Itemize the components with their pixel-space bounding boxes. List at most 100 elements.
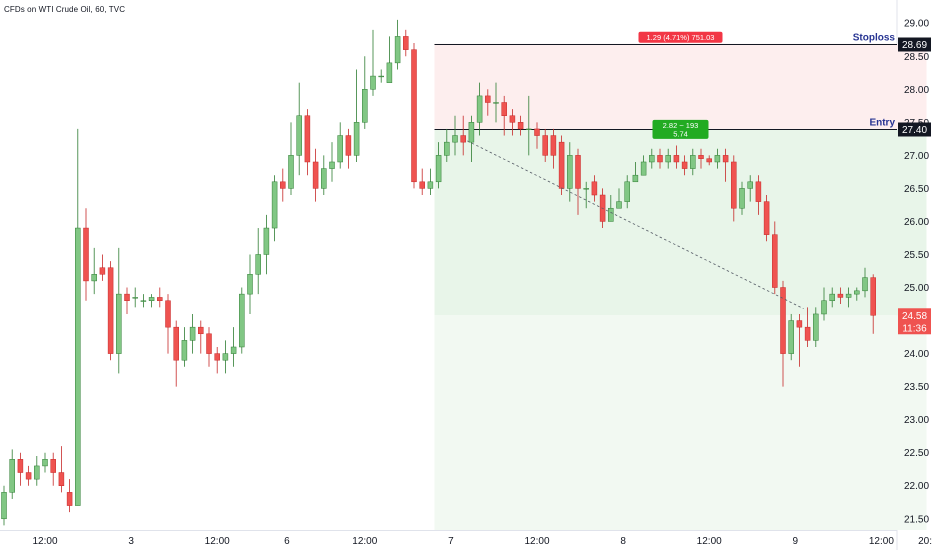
x-tick-label: 7 [448, 536, 454, 547]
candle-body [239, 293, 245, 348]
candle [575, 148, 581, 215]
candle [632, 161, 639, 183]
candle [17, 452, 24, 486]
candle-body [698, 155, 704, 159]
candle-body [1, 492, 7, 520]
candle [362, 56, 368, 129]
candle [427, 168, 434, 196]
candle [731, 155, 737, 222]
candle-body [411, 49, 417, 183]
bar-countdown-label: 11:36 [902, 323, 927, 334]
candle [772, 221, 778, 295]
candle-body [485, 95, 491, 103]
candle [501, 95, 507, 136]
x-tick-label: 6 [284, 536, 290, 547]
candle [173, 320, 179, 387]
candle-body [796, 320, 803, 328]
candle-body [214, 353, 220, 361]
candles-group [1, 19, 876, 526]
candle-body [353, 122, 360, 156]
candle-body [632, 174, 639, 183]
candle [763, 195, 770, 242]
x-tick-label: 8 [620, 536, 626, 547]
x-tick-label: 3 [128, 536, 134, 547]
candle-body [714, 155, 721, 163]
candle [698, 148, 704, 169]
candle-body [476, 95, 483, 123]
candle [755, 175, 762, 215]
candle [83, 208, 89, 301]
candle-body [427, 181, 434, 189]
candle [214, 346, 220, 374]
candle [411, 43, 417, 189]
price-tag-entry: 27.40 [902, 125, 927, 136]
candle [534, 122, 540, 149]
candle [542, 128, 548, 162]
candle-body [288, 155, 294, 189]
candle [419, 168, 425, 196]
candle [706, 155, 712, 166]
candle-body [362, 89, 368, 123]
candle-body [370, 75, 376, 90]
candle-body [772, 234, 778, 288]
candle [124, 287, 130, 314]
candle-body [460, 135, 466, 143]
candle [657, 148, 663, 169]
candle-body [624, 181, 630, 202]
candle [796, 313, 803, 367]
candle [91, 247, 97, 295]
candle-body [198, 326, 204, 335]
x-tick-label: 12:00 [352, 536, 377, 547]
candle-body [731, 161, 737, 209]
candle [640, 155, 647, 176]
candle [230, 327, 237, 367]
y-tick-label: 25.00 [904, 283, 929, 294]
candle [485, 89, 491, 116]
candle-body [468, 122, 475, 143]
stop-loss-zone [434, 43, 927, 129]
candle-body [575, 155, 581, 189]
hline-label-entry: Entry [869, 118, 895, 129]
candle [75, 128, 81, 506]
candle-body [394, 36, 401, 64]
candle [558, 135, 565, 196]
candle-body [157, 297, 163, 301]
candle [665, 148, 671, 169]
candle [476, 82, 483, 136]
target-label-line1: 2.82 ~ 193 [663, 121, 699, 130]
candle [788, 313, 794, 361]
candle [468, 115, 475, 162]
stop-label-bg [638, 31, 723, 43]
candle-body [649, 155, 655, 163]
candle [624, 175, 630, 209]
x-tick-label: 20:00 [918, 536, 932, 547]
candle [780, 280, 786, 387]
candle-body [788, 320, 794, 354]
y-tick-label: 28.00 [904, 85, 929, 96]
candle-body [837, 293, 844, 298]
candle [255, 228, 261, 295]
candle-body [739, 188, 745, 209]
candle [370, 29, 376, 96]
candle-body [99, 267, 106, 275]
y-tick-label: 22.50 [904, 448, 929, 459]
candle [862, 267, 868, 298]
candle [452, 115, 458, 156]
candle-body [296, 115, 302, 156]
candle-body [542, 135, 548, 156]
y-tick-label: 25.50 [904, 250, 929, 261]
x-tick-label: 12:00 [32, 536, 57, 547]
candle [66, 479, 73, 513]
candle [321, 155, 327, 196]
candle-body [526, 128, 532, 130]
candle [444, 128, 450, 162]
candle-body [452, 135, 458, 143]
candle-body [189, 326, 196, 341]
candle [804, 307, 811, 347]
candle-body [181, 340, 188, 361]
candle-body [345, 135, 352, 156]
candle-body [690, 155, 696, 169]
y-tick-label: 21.50 [904, 514, 929, 525]
